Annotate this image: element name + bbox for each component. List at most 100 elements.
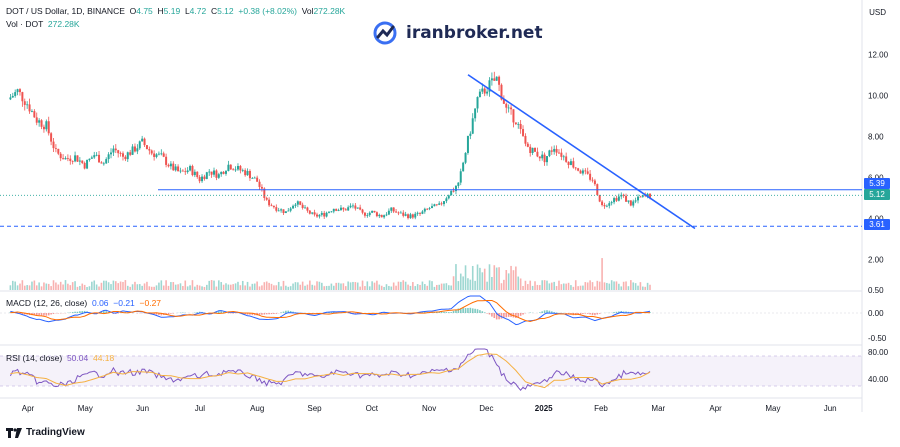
candle-body [292, 206, 294, 209]
symbol-legend[interactable]: DOT / US Dollar, 1D, BINANCE O4.75 H5.19… [6, 6, 345, 16]
tradingview-logo[interactable]: TradingView [6, 427, 85, 438]
volume-bar [58, 284, 60, 290]
volume-legend[interactable]: Vol · DOT 272.28K [6, 19, 80, 29]
volume-bar [161, 280, 163, 290]
macd-histogram-bar [50, 313, 52, 314]
volume-bar [232, 284, 234, 290]
volume-bar [182, 286, 184, 290]
volume-bar [513, 270, 515, 290]
volume-bar [508, 273, 510, 290]
candle-body [333, 209, 335, 212]
volume-bar [120, 282, 122, 290]
volume-bar [271, 284, 273, 290]
volume-bar [311, 285, 313, 290]
candle-body [486, 92, 488, 94]
candle-body [127, 152, 129, 159]
candle-body [340, 208, 342, 210]
volume-bar [22, 280, 24, 290]
candle-body [505, 104, 507, 108]
macd-histogram-bar [482, 311, 484, 313]
candle-body [438, 203, 440, 204]
candle-body [72, 161, 74, 162]
candle-body [29, 104, 31, 111]
volume-value: 272.28K [314, 6, 346, 16]
candle-body [618, 196, 620, 200]
candle-body [608, 203, 610, 206]
candle-body [426, 209, 428, 210]
candle-body [86, 160, 88, 169]
volume-bar [55, 283, 57, 290]
volume-bar [12, 281, 14, 290]
candle-body [376, 212, 378, 216]
price-tag-support: 3.61 [864, 219, 890, 230]
candle-body [412, 214, 414, 217]
volume-bar [462, 276, 464, 290]
volume-bar [323, 286, 325, 290]
candle-body [534, 148, 536, 152]
macd-histogram-bar [261, 313, 263, 315]
volume-bar [220, 282, 222, 290]
volume-bar [541, 280, 543, 290]
candle-body [79, 161, 81, 162]
volume-bar [611, 280, 613, 290]
candle-body [603, 205, 605, 206]
volume-label: Vol [302, 6, 314, 16]
price-tick-label: 8.00 [868, 132, 884, 141]
volume-bar [307, 285, 309, 290]
candle-body [297, 201, 299, 204]
candle-body [211, 172, 213, 175]
volume-bar [482, 272, 484, 290]
volume-bar [529, 281, 531, 290]
macd-histogram-bar [48, 313, 50, 315]
macd-histogram-bar [273, 313, 275, 314]
candle-body [225, 171, 227, 174]
candle-body [594, 181, 596, 185]
volume-bar [534, 281, 536, 290]
candle-body [122, 153, 124, 156]
candle-body [371, 211, 373, 213]
candle-body [115, 149, 117, 151]
candle-body [390, 207, 392, 210]
candle-body [48, 121, 50, 133]
volume-bar [151, 287, 153, 290]
rsi-legend[interactable]: RSI (14, close) 50.04 44.18 [6, 353, 114, 363]
macd-legend[interactable]: MACD (12, 26, close) 0.06 −0.21 −0.27 [6, 298, 161, 308]
candle-body [287, 211, 289, 212]
volume-bar [199, 285, 201, 290]
candle-body [512, 109, 514, 122]
candle-body [120, 153, 122, 154]
candle-body [338, 210, 340, 211]
macd-signal-value: −0.21 [113, 298, 135, 308]
currency-label: USD [869, 8, 886, 17]
candle-body [12, 96, 14, 97]
volume-bar [84, 285, 86, 290]
candle-body [60, 154, 62, 158]
macd-histogram-bar [517, 313, 519, 317]
candle-body [206, 172, 208, 179]
candle-body [445, 198, 447, 201]
volume-bar [379, 285, 381, 290]
candle-body [568, 162, 570, 165]
rsi-value: 50.04 [67, 353, 88, 363]
month-label: May [765, 404, 780, 413]
candle-body [36, 117, 38, 122]
candle-body [314, 212, 316, 214]
volume-bar [187, 286, 189, 290]
candle-body [433, 204, 435, 206]
candle-body [527, 144, 529, 147]
volume-bar [72, 282, 74, 290]
macd-histogram-bar [486, 313, 488, 314]
candle-body [625, 196, 627, 202]
volume-bar [620, 286, 622, 290]
candle-body [472, 118, 474, 133]
price-tick-label: 2.00 [868, 255, 884, 264]
candle-body [383, 215, 385, 217]
volume-bar [520, 278, 522, 290]
volume-bar [335, 283, 337, 290]
candle-body [146, 145, 148, 149]
volume-bar [553, 282, 555, 290]
macd-histogram-bar [172, 313, 174, 314]
candle-body [632, 201, 634, 205]
